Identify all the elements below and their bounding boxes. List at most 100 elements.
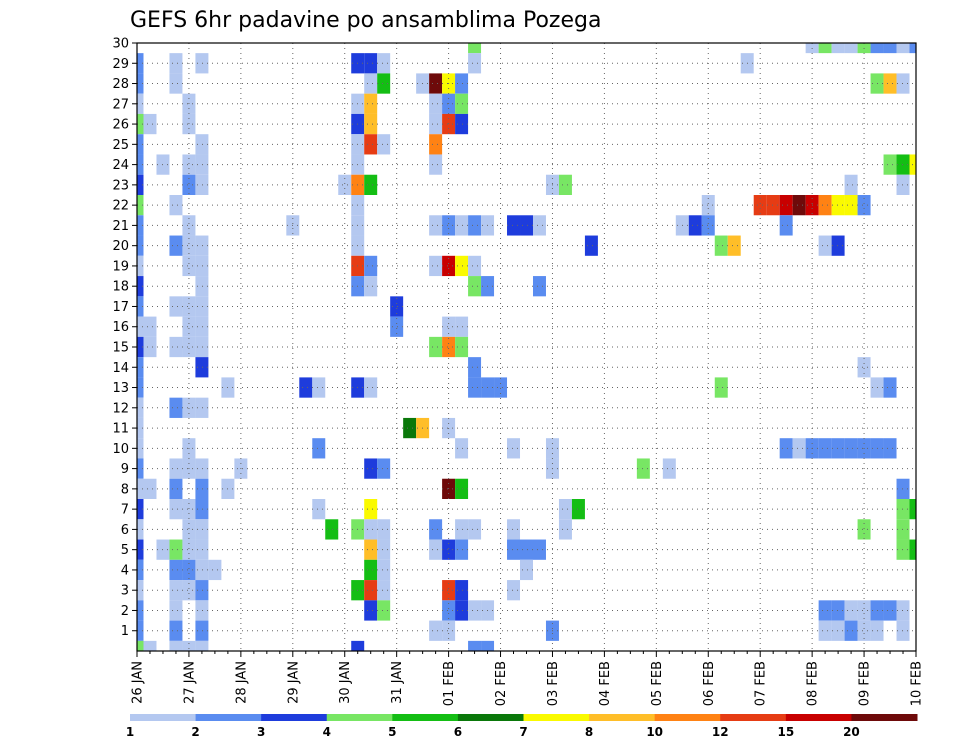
x-tick-label: 27 JAN	[182, 661, 197, 704]
heatmap-cell	[143, 316, 157, 337]
heatmap-cell	[137, 215, 144, 236]
heatmap-cell	[896, 499, 910, 520]
heatmap-cell	[169, 53, 183, 74]
y-tick-label: 7	[121, 503, 129, 518]
heatmap-cell	[507, 215, 521, 236]
heatmap-cell	[195, 499, 209, 520]
x-tick-label: 03 FEB	[546, 661, 561, 706]
heatmap-cell	[507, 519, 521, 540]
heatmap-cell	[169, 235, 183, 256]
heatmap-cell	[137, 316, 144, 337]
heatmap-cell	[455, 539, 469, 560]
chart-title: GEFS 6hr padavine po ansamblima Pozega	[130, 8, 601, 33]
heatmap-cell	[753, 195, 767, 216]
y-tick-label: 20	[112, 239, 129, 254]
heatmap-cell	[442, 316, 456, 337]
colorbar-segment	[130, 714, 197, 721]
heatmap-cell	[896, 539, 910, 560]
heatmap-cell	[896, 154, 910, 175]
heatmap-cell	[558, 174, 572, 195]
y-tick-label: 17	[112, 300, 129, 315]
heatmap-cell	[377, 519, 391, 540]
y-tick-label: 28	[112, 77, 129, 92]
heatmap-cell	[455, 580, 469, 601]
heatmap-cell	[195, 357, 209, 378]
heatmap-cell	[377, 458, 391, 479]
heatmap-cell	[844, 43, 858, 54]
heatmap-cell	[195, 559, 209, 581]
heatmap-cell	[429, 134, 443, 155]
heatmap-cell	[442, 539, 456, 560]
heatmap-cell	[468, 600, 482, 621]
heatmap-cell	[364, 600, 378, 621]
heatmap-cell	[909, 43, 916, 54]
heatmap-cell	[169, 539, 183, 560]
heatmap-cell	[182, 154, 196, 175]
heatmap-cell	[364, 113, 378, 135]
heatmap-cell	[857, 357, 871, 378]
colorbar-label: 15	[777, 725, 794, 739]
heatmap-cell	[455, 336, 469, 358]
colorbar-segment	[392, 714, 459, 721]
heatmap-cell	[169, 458, 183, 479]
heatmap-cell	[429, 519, 443, 540]
heatmap-cell	[137, 499, 144, 520]
heatmap-cell	[182, 255, 196, 277]
heatmap-cell	[520, 215, 533, 236]
y-tick-label: 6	[121, 523, 129, 538]
heatmap-cell	[442, 113, 456, 135]
y-tick-label: 14	[112, 361, 129, 376]
y-tick-label: 19	[112, 259, 129, 274]
heatmap-cell	[429, 73, 443, 94]
heatmap-cell	[831, 235, 845, 256]
heatmap-cell	[455, 478, 469, 499]
y-tick-label: 23	[112, 178, 129, 193]
heatmap-cell	[364, 255, 378, 277]
heatmap-cell	[857, 195, 871, 216]
heatmap-cell	[507, 438, 521, 459]
heatmap-cell	[137, 357, 144, 378]
heatmap-cell	[714, 235, 728, 256]
heatmap-cell	[896, 478, 910, 499]
y-tick-label: 29	[112, 57, 129, 72]
heatmap-cell	[143, 113, 157, 135]
heatmap-cell	[896, 600, 910, 621]
heatmap-cell	[182, 519, 196, 540]
heatmap-cell	[455, 215, 469, 236]
x-tick-label: 09 FEB	[858, 661, 873, 706]
heatmap-cell	[364, 580, 378, 601]
heatmap-cell	[364, 276, 378, 297]
heatmap-cell	[468, 519, 482, 540]
x-tick-label: 28 JAN	[234, 661, 249, 704]
heatmap-cell	[182, 296, 196, 317]
heatmap-cell	[169, 499, 183, 520]
heatmap-cell	[137, 174, 144, 195]
y-tick-label: 9	[121, 462, 129, 477]
heatmap-cell	[182, 397, 196, 418]
heatmap-cell	[137, 397, 144, 418]
heatmap-cell	[195, 539, 209, 560]
heatmap-cell	[844, 174, 858, 195]
heatmap-cell	[818, 620, 832, 641]
x-tick-label: 04 FEB	[598, 661, 613, 706]
heatmap-cell	[818, 235, 832, 256]
heatmap-cell	[182, 215, 196, 236]
colorbar-label: 5	[388, 725, 396, 739]
heatmap-cell	[195, 336, 209, 358]
heatmap-cell	[883, 154, 897, 175]
y-tick-label: 12	[112, 401, 129, 416]
heatmap-cell	[169, 559, 183, 581]
heatmap-cell	[507, 539, 521, 560]
heatmap-cell	[779, 215, 793, 236]
heatmap-cell	[571, 499, 585, 520]
heatmap-cell	[195, 458, 209, 479]
heatmap-cell	[442, 600, 456, 621]
heatmap-cell	[182, 580, 196, 601]
heatmap-cell	[844, 620, 858, 641]
heatmap-cell	[195, 316, 209, 337]
heatmap-cell	[364, 93, 378, 114]
heatmap-cell	[182, 316, 196, 337]
heatmap-cell	[182, 499, 196, 520]
heatmap-cell	[377, 600, 391, 621]
heatmap-cell	[169, 397, 183, 418]
